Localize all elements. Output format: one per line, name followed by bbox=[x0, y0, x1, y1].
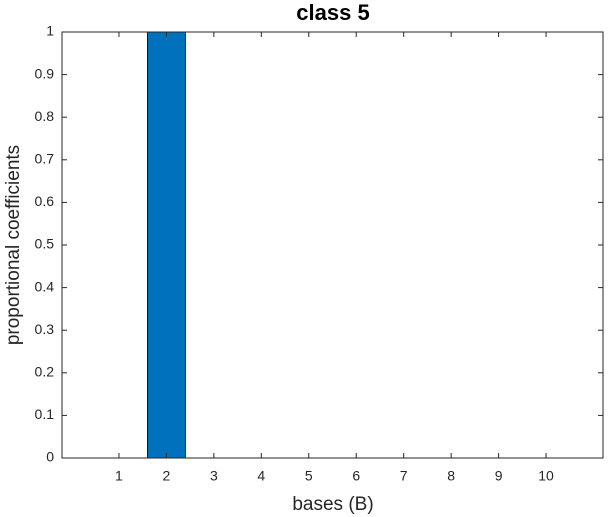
axes-box bbox=[61, 31, 604, 459]
x-tick-label: 4 bbox=[257, 468, 265, 484]
x-tick-label: 7 bbox=[400, 468, 408, 484]
y-tick-label: 0.3 bbox=[35, 321, 55, 337]
y-tick-label: 0.8 bbox=[35, 108, 55, 124]
y-axis-label: proportional coefficients bbox=[3, 145, 24, 345]
x-tick-label: 9 bbox=[495, 468, 503, 484]
plot-area bbox=[62, 32, 603, 458]
y-tick-label: 0.1 bbox=[35, 406, 55, 422]
y-tick-label: 0.5 bbox=[35, 236, 55, 252]
x-tick-label: 10 bbox=[538, 468, 554, 484]
y-tick-label: 0.7 bbox=[35, 151, 55, 167]
x-tick-label: 6 bbox=[352, 468, 360, 484]
chart-title: class 5 bbox=[296, 0, 369, 25]
y-tick-label: 0.2 bbox=[35, 364, 55, 380]
y-tick-label: 0.6 bbox=[35, 193, 55, 209]
x-tick-label: 2 bbox=[163, 468, 171, 484]
x-axis-label: bases (B) bbox=[292, 494, 373, 515]
x-tick-label: 3 bbox=[210, 468, 218, 484]
x-tick-label: 1 bbox=[115, 468, 123, 484]
x-tick-label: 5 bbox=[305, 468, 313, 484]
x-tick-label: 8 bbox=[447, 468, 455, 484]
y-tick-label: 0.4 bbox=[35, 278, 55, 294]
bar bbox=[147, 31, 186, 459]
y-tick-label: 0.9 bbox=[35, 65, 55, 81]
y-tick-label: 1 bbox=[46, 23, 54, 39]
y-tick-label: 0 bbox=[46, 449, 54, 465]
